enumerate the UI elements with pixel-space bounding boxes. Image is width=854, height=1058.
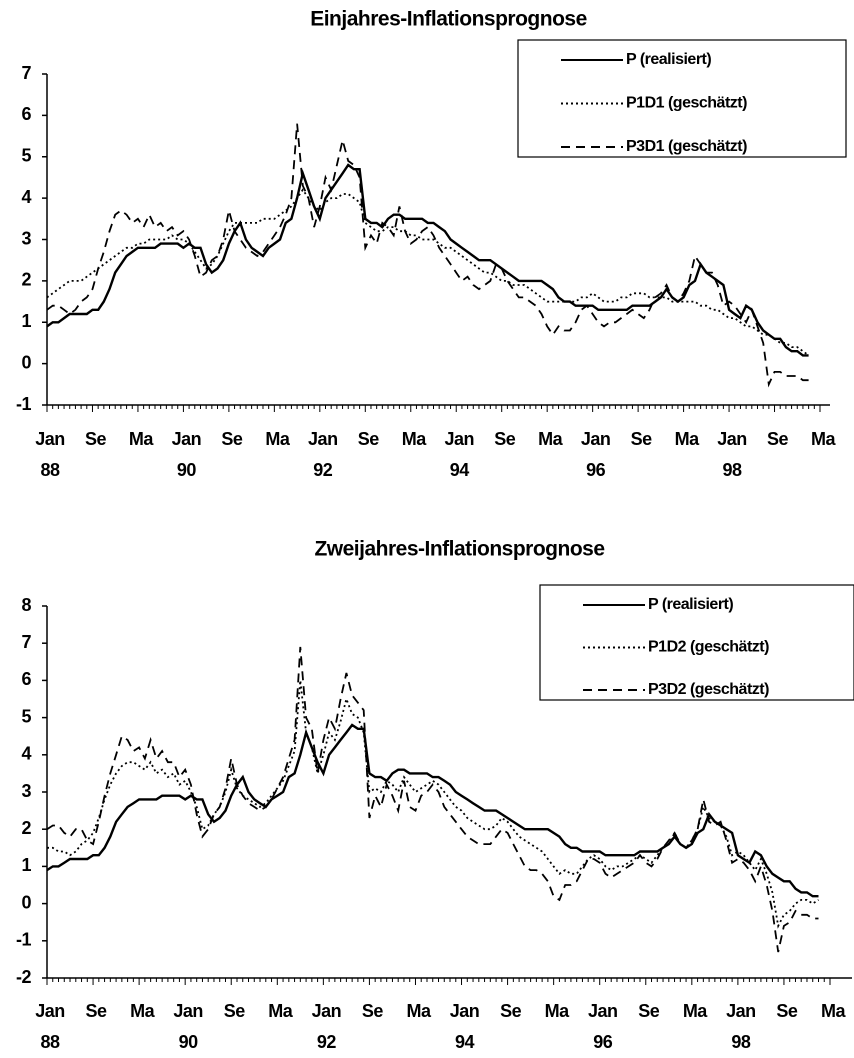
- legend: P (realisiert) P1D2 (geschätzt) P3D2 (gesc…: [539, 584, 854, 701]
- legend-label: P3D1 (geschätzt): [626, 138, 747, 155]
- x-tick-label: Ma: [129, 429, 154, 449]
- y-tick-label: 5: [21, 146, 31, 166]
- y-tick-label: 8: [21, 595, 31, 615]
- x-tick-label: Se: [767, 429, 789, 449]
- chart-title: Zweijahres-Inflationsprognose: [314, 538, 604, 561]
- series-line: [46, 163, 809, 357]
- x-tick-label: Ma: [402, 429, 427, 449]
- series-line: [47, 680, 819, 929]
- x-tick-label: Jan 88: [35, 429, 65, 480]
- y-tick-label: 6: [21, 104, 31, 124]
- x-tick-label: Jan 94: [444, 429, 474, 480]
- y-tick-label: 3: [21, 781, 31, 801]
- x-tick-label: Jan 96: [588, 1001, 618, 1052]
- x-tick-label: Se: [85, 429, 107, 449]
- x-tick-label: Ma: [268, 1001, 293, 1021]
- x-tick-label: Jan 90: [173, 1001, 203, 1052]
- x-tick-label: Se: [494, 429, 516, 449]
- x-tick-label: Jan 98: [726, 1001, 756, 1052]
- x-tick-label: Jan 88: [35, 1001, 65, 1052]
- x-tick-label: Ma: [538, 429, 563, 449]
- y-tick-label: -2: [16, 967, 31, 987]
- y-tick-label: 2: [21, 818, 31, 838]
- y-tick-label: -1: [16, 930, 31, 950]
- x-tick-label: Se: [631, 429, 653, 449]
- x-tick-label: Ma: [406, 1001, 431, 1021]
- legend-label: P (realisiert): [626, 51, 711, 68]
- x-tick-label: Ma: [130, 1001, 155, 1021]
- series-line: [46, 723, 819, 898]
- x-tick-label: Ma: [265, 429, 290, 449]
- x-tick-label: Ma: [675, 429, 700, 449]
- legend-label: P3D2 (geschätzt): [648, 681, 769, 698]
- y-tick-label: 4: [21, 744, 31, 764]
- y-tick-label: 1: [21, 855, 31, 875]
- x-tick-label: Jan 92: [312, 1001, 342, 1052]
- x-tick-label: Se: [221, 429, 243, 449]
- x-tick-label: Ma: [683, 1001, 708, 1021]
- y-tick-label: 7: [21, 632, 31, 652]
- series-line: [46, 646, 819, 953]
- x-tick-label: Se: [224, 1001, 246, 1021]
- y-tick-label: 1: [21, 311, 31, 331]
- legend-label: P1D2 (geschätzt): [648, 639, 769, 656]
- y-tick-label: 5: [21, 706, 31, 726]
- x-tick-label: Se: [638, 1001, 660, 1021]
- x-tick-label: Jan 90: [172, 429, 202, 480]
- x-tick-label: Jan 92: [308, 429, 338, 480]
- x-tick-label: Se: [86, 1001, 108, 1021]
- x-tick-label: Se: [500, 1001, 522, 1021]
- x-tick-label: Se: [362, 1001, 384, 1021]
- chart-title: Einjahres-Inflationsprognose: [310, 8, 587, 31]
- x-tick-label: Ma: [545, 1001, 570, 1021]
- legend-label: P (realisiert): [648, 596, 733, 613]
- x-tick-label: Se: [358, 429, 380, 449]
- y-tick-label: 6: [21, 669, 31, 689]
- y-tick-label: 0: [21, 352, 31, 372]
- x-tick-label: Ma: [811, 429, 836, 449]
- x-tick-label: Jan 94: [450, 1001, 480, 1052]
- y-tick-label: 3: [21, 228, 31, 248]
- y-tick-label: 2: [21, 270, 31, 290]
- chart: Zweijahres-Inflationsprognose -2 -1 0 1 2 3 4 5 6…: [16, 538, 854, 1052]
- y-tick-label: 0: [21, 892, 31, 912]
- y-tick-label: -1: [16, 394, 31, 414]
- x-tick-label: Jan 96: [581, 429, 611, 480]
- series-line: [46, 188, 810, 357]
- x-tick-label: Jan 98: [717, 429, 747, 480]
- legend: P (realisiert) P1D1 (geschätzt) P3D1 (gesc…: [517, 39, 847, 158]
- series-line: [46, 123, 809, 388]
- y-tick-label: 7: [21, 63, 31, 83]
- legend-label: P1D1 (geschätzt): [626, 95, 747, 112]
- x-tick-label: Ma: [821, 1001, 846, 1021]
- chart: Einjahres-Inflationsprognose -1 0 1 2 3 4 5 6 7 Ja…: [16, 8, 847, 480]
- y-tick-label: 4: [21, 187, 31, 207]
- x-tick-label: Se: [776, 1001, 798, 1021]
